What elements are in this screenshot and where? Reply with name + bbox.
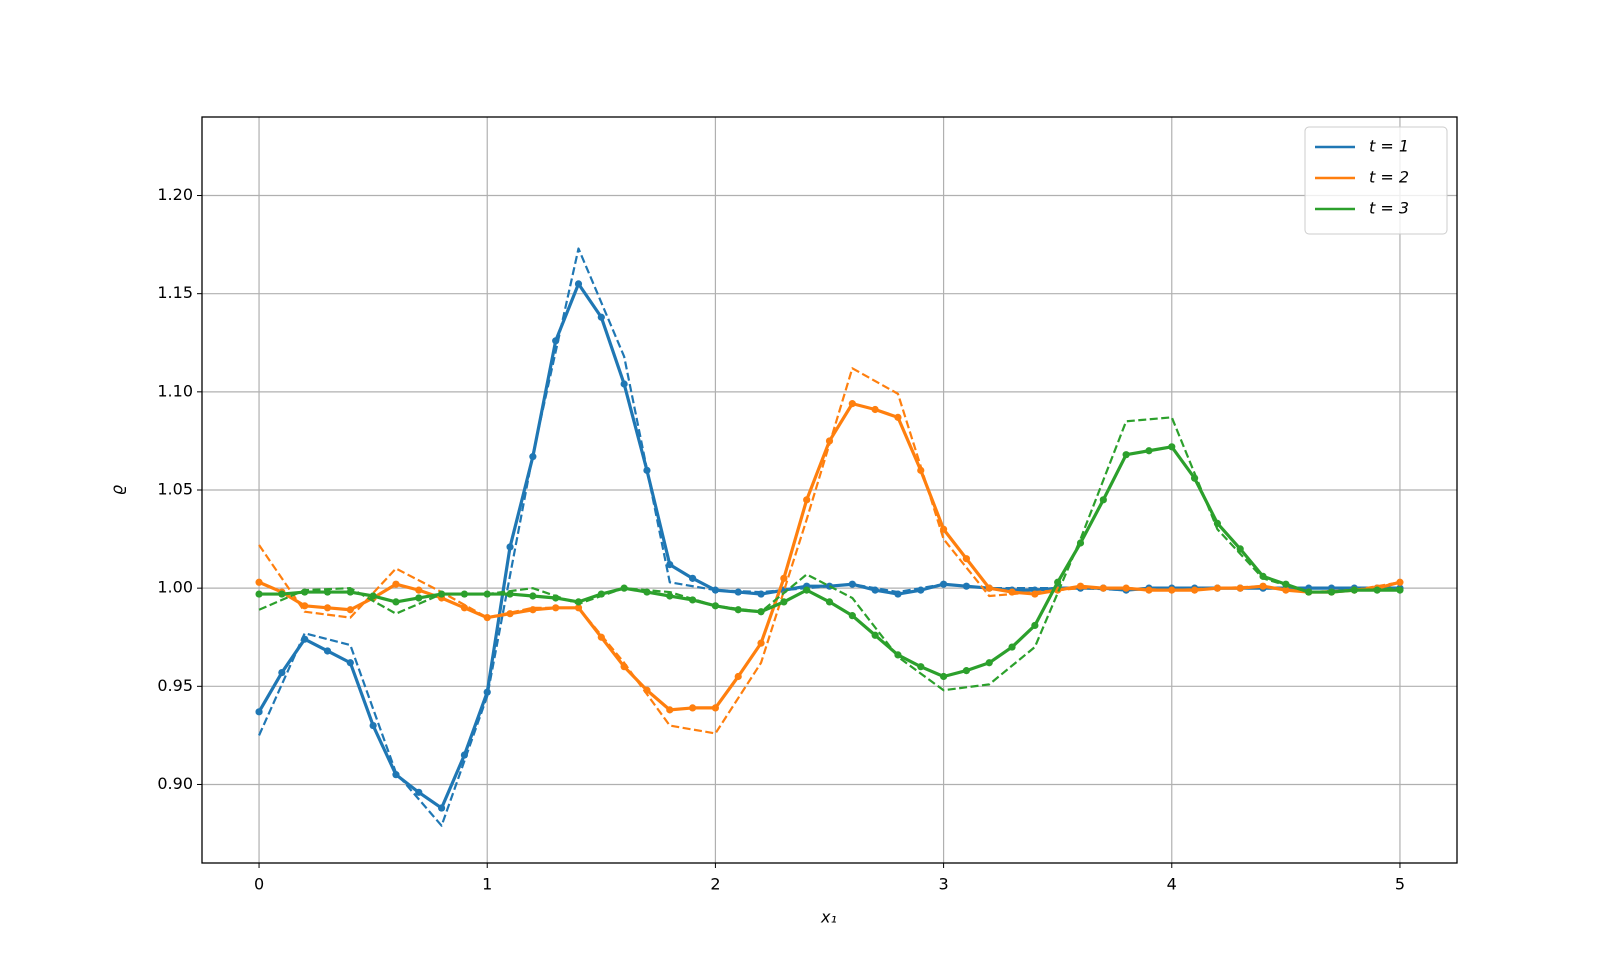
point	[574, 280, 583, 288]
point	[1122, 451, 1130, 459]
plot-frame	[201, 116, 1458, 864]
point	[848, 400, 856, 408]
point	[985, 584, 993, 592]
x-axis-label: x₁	[820, 908, 837, 927]
point	[711, 704, 720, 712]
point	[917, 663, 925, 671]
series-line	[259, 445, 1400, 679]
point	[346, 659, 354, 667]
point	[688, 574, 697, 582]
series-line	[257, 282, 1400, 810]
point	[871, 405, 879, 414]
legend-box	[1304, 126, 1448, 235]
point	[392, 580, 400, 588]
point	[939, 672, 948, 681]
point	[392, 598, 400, 606]
x-tick-label: 0	[254, 875, 264, 894]
point	[369, 592, 377, 600]
point	[666, 592, 674, 600]
point	[1031, 621, 1039, 630]
point	[483, 688, 491, 696]
point	[688, 704, 697, 712]
point	[1396, 578, 1404, 586]
point	[392, 771, 400, 779]
y-tick-label: 0.90	[157, 774, 193, 793]
point	[666, 706, 674, 714]
point	[346, 606, 354, 614]
point	[415, 594, 423, 602]
point	[962, 667, 971, 675]
point	[848, 612, 856, 620]
point	[757, 639, 765, 647]
point	[460, 604, 469, 612]
x-tick-label: 5	[1395, 875, 1405, 894]
point	[780, 574, 788, 582]
point	[506, 590, 514, 598]
point	[323, 647, 332, 655]
y-tick-label: 1.15	[157, 283, 193, 302]
point	[666, 561, 674, 569]
point	[803, 586, 811, 594]
legend-label: t = 3	[1369, 199, 1409, 218]
point	[369, 721, 377, 730]
point	[1099, 496, 1107, 504]
point	[780, 598, 788, 606]
point	[871, 631, 879, 639]
point	[1054, 578, 1062, 586]
point	[552, 604, 560, 612]
point	[437, 804, 446, 812]
point	[506, 543, 514, 551]
point	[620, 380, 628, 388]
y-tick-label: 1.00	[157, 578, 193, 597]
point	[734, 672, 742, 681]
point	[803, 496, 811, 504]
point	[278, 668, 286, 677]
point	[985, 659, 993, 667]
point	[597, 313, 605, 321]
point	[323, 604, 332, 612]
point	[962, 555, 971, 563]
y-axis-label: ϱ	[108, 485, 127, 495]
point	[255, 590, 263, 598]
point	[894, 413, 902, 421]
series-line	[258, 402, 1401, 712]
point	[1008, 643, 1016, 651]
x-tick-label: 3	[938, 875, 948, 894]
legend-label: t = 1	[1369, 137, 1409, 156]
dashed-line	[258, 367, 1401, 735]
y-tick-label: 1.10	[157, 381, 193, 400]
point	[1145, 447, 1153, 455]
x-tick-label: 4	[1167, 875, 1177, 894]
point	[1168, 443, 1176, 451]
point	[825, 598, 834, 606]
point	[278, 590, 286, 598]
point	[255, 578, 263, 586]
x-tick-label: 1	[482, 875, 492, 894]
point	[415, 788, 423, 796]
point	[1259, 582, 1267, 590]
dashed-line	[258, 416, 1400, 692]
y-tick-label: 1.05	[157, 480, 193, 499]
y-tick-label: 0.95	[157, 676, 193, 695]
y-tick-label: 1.20	[157, 185, 193, 204]
legend-label: t = 2	[1369, 168, 1409, 187]
point	[255, 708, 263, 716]
point	[529, 592, 537, 600]
x-tick-label: 2	[710, 875, 720, 894]
point	[415, 586, 423, 594]
